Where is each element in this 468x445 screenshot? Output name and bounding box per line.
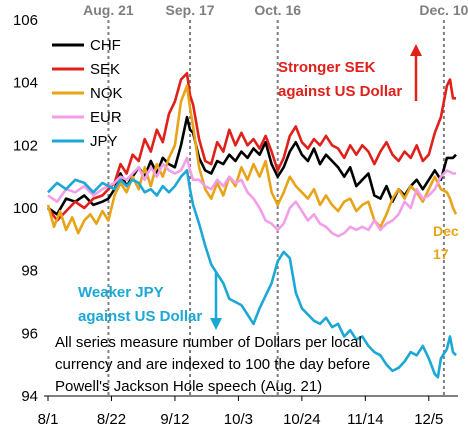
note-line-3: Powell's Jackson Hole speech (Aug. 21) [55,378,322,395]
event-label-aug-21: Aug. 21 [83,2,134,18]
jpy-annotation-line-1: Weaker JPY [78,284,164,301]
y-tick-label-102: 102 [13,137,38,154]
x-tick-label-9-12: 9/12 [160,411,189,428]
x-tick-label-8-1: 8/1 [38,411,59,428]
y-tick-label-104: 104 [13,75,38,92]
nok-date-annotation-line-1: Dec [433,223,459,239]
series-line-jpy [47,169,457,379]
y-tick-label-98: 98 [21,263,38,280]
y-tick-label-106: 106 [13,12,38,29]
series-line-nok [46,84,458,235]
event-label-dec-10: Dec. 10 [419,2,468,18]
sek-up-arrow [410,44,422,101]
legend-label-eur: EUR [90,109,122,126]
y-tick-label-100: 100 [13,200,38,217]
sek-annotation-line-2: against US Dollar [278,83,402,100]
event-label-sep-17: Sep. 17 [166,2,215,18]
x-tick-label-12-5: 12/5 [414,411,443,428]
legend-label-sek: SEK [90,61,120,78]
x-tick-label-10-24: 10/24 [283,411,321,428]
note-line-2: currency and are indexed to 100 the day … [55,356,370,373]
legend-label-nok: NOK [90,85,123,102]
series-lines [46,72,458,379]
legend-label-jpy: JPY [90,133,118,150]
x-tick-label-11-14: 11/14 [347,411,383,428]
x-tick-label-8-22: 8/22 [97,411,126,428]
event-label-oct-16: Oct. 16 [254,2,301,18]
jpy-annotation-line-2: against US Dollar [78,308,202,325]
jpy-down-arrow [210,273,222,330]
series-line-eur [47,156,456,238]
x-axis-ticks: 8/1 8/22 9/12 10/3 10/24 11/14 12/5 [38,396,443,428]
y-axis-ticks: 94 96 98 100 102 104 106 [13,12,38,405]
x-tick-label-10-3: 10/3 [224,411,253,428]
nok-date-annotation-line-2: 17 [433,246,449,262]
legend-label-chf: CHF [90,37,121,54]
y-tick-label-96: 96 [21,325,38,342]
legend: CHF SEK NOK EUR JPY [52,37,123,150]
series-line-sek [46,72,456,222]
note-line-1: All series measure number of Dollars per… [55,334,362,351]
y-tick-label-94: 94 [21,388,38,405]
sek-annotation-line-1: Stronger SEK [278,59,376,76]
event-lines: Aug. 21 Sep. 17 Oct. 16 Dec. 10 [83,2,468,396]
